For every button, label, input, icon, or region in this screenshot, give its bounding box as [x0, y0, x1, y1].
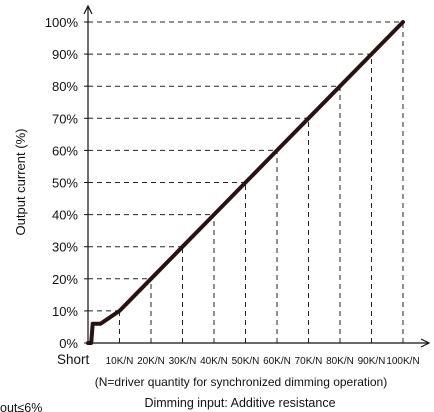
- x-tick-label: 50K/N: [232, 356, 260, 367]
- x-tick-label: 20K/N: [137, 356, 165, 367]
- series-line-0: [86, 20, 405, 345]
- tick-labels: 0% 10% 20% 30% 40% 50% 60% 70% 80% 90% 100% Short 10…: [45, 15, 420, 367]
- x-tick-label: 60K/N: [263, 356, 291, 367]
- x-tick-label: 70K/N: [295, 356, 323, 367]
- y-tick-label: 30%: [52, 240, 78, 255]
- x-tick-label: 30K/N: [169, 356, 197, 367]
- guide-lines: [88, 21, 404, 343]
- x-tick-label: 100K/N: [386, 356, 419, 367]
- curve: [86, 20, 405, 345]
- y-tick-label: 50%: [52, 176, 78, 191]
- y-tick-label: 100%: [45, 15, 79, 30]
- y-axis-arrow: [83, 4, 93, 15]
- x-note: (N=driver quantity for synchronized dimm…: [95, 375, 387, 389]
- y-tick-label: 20%: [52, 272, 78, 287]
- x-tick-label: 10K/N: [106, 356, 134, 367]
- y-tick-label: 90%: [52, 47, 78, 62]
- bottom-left-fragment: out≤6%: [0, 401, 42, 412]
- y-tick-label: 0%: [59, 336, 78, 351]
- y-tick-label: 40%: [52, 208, 78, 223]
- axes: [83, 4, 431, 348]
- y-tick-label: 60%: [52, 143, 78, 158]
- x-tick-label: Short: [57, 352, 90, 367]
- y-tick-label: 70%: [52, 111, 78, 126]
- x-tick-label: 40K/N: [200, 356, 228, 367]
- x-axis-arrow: [420, 338, 431, 348]
- y-tick-label: 10%: [52, 304, 78, 319]
- y-axis-label: Output current (%): [13, 129, 28, 236]
- x-axis-label: Dimming input: Additive resistance: [144, 396, 335, 410]
- x-tick-label: 90K/N: [358, 356, 386, 367]
- x-tick-label: 80K/N: [326, 356, 354, 367]
- y-tick-label: 80%: [52, 79, 78, 94]
